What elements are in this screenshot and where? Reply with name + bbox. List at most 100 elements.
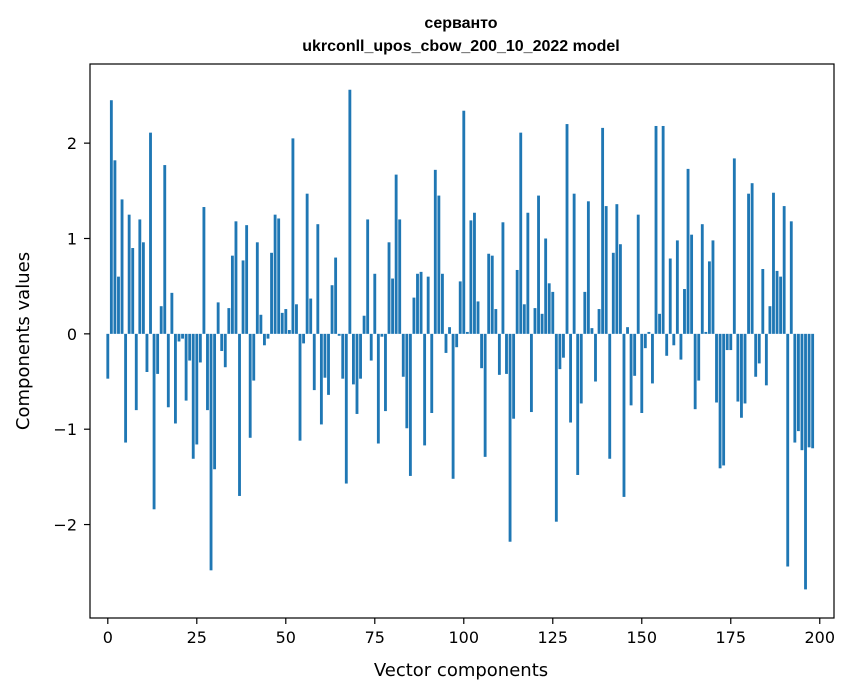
bar-164 [690,234,694,334]
bar-4 [120,199,124,334]
bar-59 [316,224,320,334]
bar-105 [480,333,484,369]
bar-0 [106,333,110,379]
bar-79 [387,242,391,334]
bar-52 [291,138,295,334]
bar-18 [170,292,174,334]
bar-107 [487,253,491,334]
bar-123 [544,238,548,334]
bar-173 [722,333,726,466]
bar-66 [341,333,345,379]
bar-95 [444,333,448,353]
bar-36 [234,221,238,334]
bar-26 [198,333,202,363]
bar-177 [736,333,740,402]
bar-129 [565,124,569,334]
bar-135 [586,201,590,334]
bar-50 [284,309,288,334]
bar-47 [273,214,277,334]
bar-88 [419,271,423,334]
bar-150 [640,333,644,413]
bar-98 [455,333,459,348]
bar-39 [245,225,249,334]
bars-group [106,89,815,590]
plot-frame [89,63,835,619]
bar-108 [490,255,494,334]
bar-192 [789,221,793,334]
bar-175 [729,333,733,351]
bar-54 [298,333,302,441]
bar-96 [448,327,451,334]
bar-72 [362,315,366,334]
y-axis-ticks: −2 −1 0 1 2 [53,134,90,535]
bar-111 [501,222,505,334]
x-tick-label-200: 200 [804,628,835,647]
bar-82 [398,219,402,334]
bar-94 [441,273,444,334]
bar-184 [761,269,765,334]
bar-65 [337,333,341,336]
bar-196 [804,333,807,590]
bar-166 [697,333,701,381]
x-tick-label-125: 125 [538,628,569,647]
bar-179 [743,333,747,404]
bar-14 [156,333,160,374]
bar-43 [259,314,263,334]
bar-13 [152,333,156,510]
bar-16 [163,165,167,334]
bar-35 [230,255,234,334]
bar-73 [366,219,370,334]
y-tick-label-1: 1 [67,229,77,248]
bar-139 [601,127,605,334]
bar-165 [693,333,697,410]
bar-61 [323,333,327,378]
bar-131 [572,193,576,334]
bar-63 [330,285,334,334]
bar-186 [768,306,772,334]
bar-109 [494,309,498,334]
bar-27 [202,207,206,334]
bar-183 [757,333,761,364]
bar-76 [376,333,380,444]
bar-126 [554,333,558,522]
bar-97 [451,333,455,479]
bar-41 [252,333,256,381]
bar-130 [569,333,572,423]
bar-103 [473,212,476,334]
bar-12 [149,132,152,334]
bar-74 [369,333,373,361]
bar-188 [775,270,779,334]
bar-191 [786,333,790,567]
bar-136 [590,328,594,334]
bar-132 [576,333,580,475]
bar-102 [469,220,473,334]
bar-189 [779,276,783,334]
bar-121 [537,195,540,334]
bar-104 [476,301,480,334]
bar-5 [124,333,128,443]
y-tick-label--1: −1 [53,420,77,439]
bar-144 [618,244,622,334]
bar-194 [796,333,800,432]
bar-174 [725,333,729,351]
bar-156 [661,125,665,334]
bar-3 [117,276,120,334]
bar-62 [327,333,330,395]
bar-8 [134,333,138,411]
bar-45 [266,333,270,339]
y-axis-label: Components values [13,252,34,430]
bar-169 [707,261,711,334]
bar-48 [277,218,281,334]
bar-46 [270,252,273,334]
bar-101 [465,331,469,334]
bar-160 [675,240,679,334]
bar-146 [626,327,629,334]
bar-11 [145,333,149,372]
bar-85 [408,333,412,476]
bar-93 [437,195,441,334]
bar-128 [562,333,565,358]
bar-70 [355,333,359,414]
bar-171 [715,333,718,403]
bar-138 [597,309,601,334]
